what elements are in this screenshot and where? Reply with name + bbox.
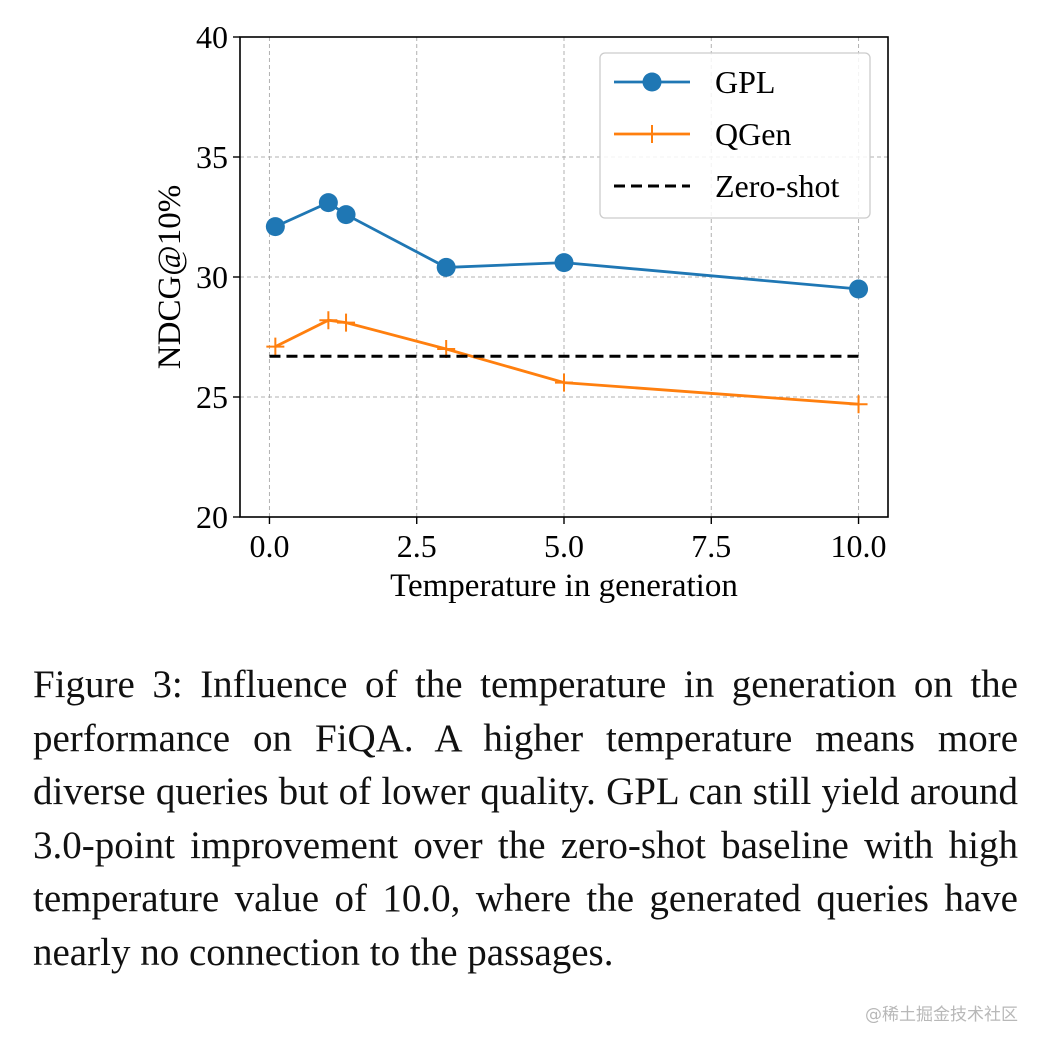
x-tick-label: 5.0 — [544, 528, 584, 564]
legend-label-qgen: QGen — [715, 116, 791, 152]
data-point-gpl — [436, 257, 456, 277]
y-tick-label: 40 — [196, 19, 228, 55]
x-axis-label: Temperature in generation — [390, 568, 738, 604]
series-line-gpl — [274, 201, 859, 291]
legend-marker-gpl — [642, 72, 662, 92]
data-point-qgen — [266, 337, 285, 356]
chart: 0.0 2.5 5.0 7.5 10.0 20 25 30 35 40 Temperature i… — [152, 19, 889, 604]
data-point-qgen — [555, 373, 573, 392]
figure-caption: Figure 3: Influence of the temperature i… — [33, 663, 1018, 974]
x-tick-label: 7.5 — [691, 528, 731, 564]
data-point-qgen — [337, 313, 356, 332]
series-gpl — [265, 193, 869, 299]
data-point-gpl — [265, 217, 285, 237]
legend: GPL QGen Zero-shot — [599, 52, 871, 219]
data-point-qgen — [849, 395, 868, 414]
data-point-gpl — [336, 205, 356, 225]
y-tick-label: 30 — [196, 259, 228, 295]
legend-marker-qgen — [643, 125, 661, 143]
data-point-gpl — [554, 253, 574, 273]
watermark: @稀土掘金技术社区 — [865, 1005, 1018, 1025]
series-layer — [265, 193, 869, 414]
series-line-qgen — [274, 318, 859, 406]
legend-label-gpl: GPL — [715, 64, 775, 100]
x-tick-label: 0.0 — [249, 528, 289, 564]
x-tick-label: 2.5 — [397, 528, 437, 564]
y-axis-label: NDCG@10% — [152, 185, 188, 369]
data-point-gpl — [318, 193, 338, 213]
axis-ticks: 0.0 2.5 5.0 7.5 10.0 20 25 30 35 40 — [196, 19, 887, 564]
y-tick-label: 20 — [196, 499, 228, 535]
y-tick-label: 25 — [196, 379, 228, 415]
legend-label-zero-shot: Zero-shot — [715, 168, 840, 204]
series-qgen — [266, 311, 868, 414]
legend-box — [599, 52, 871, 219]
data-point-gpl — [849, 279, 869, 299]
data-point-qgen — [319, 311, 338, 330]
y-tick-label: 35 — [196, 139, 228, 175]
x-tick-label: 10.0 — [831, 528, 887, 564]
